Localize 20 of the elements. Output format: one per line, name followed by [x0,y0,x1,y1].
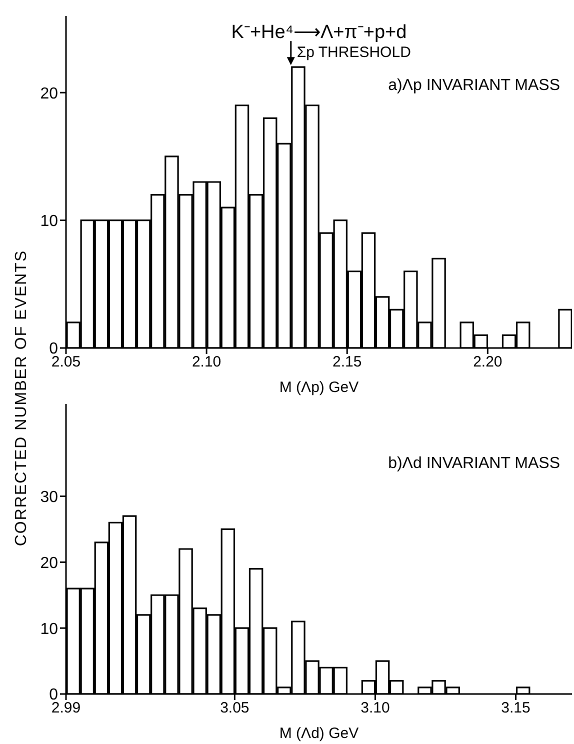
x-tick-label: 2.10 [192,354,222,371]
x-tick-label: 2.20 [473,354,502,371]
y-tick-label: 10 [40,212,58,230]
x-tick-label: 2.05 [51,354,81,371]
x-tick-label: 2.15 [332,354,362,371]
y-axis-title: CORRECTED NUMBER OF EVENTS [13,250,31,546]
x-axis-title: M (Λp) GeV [279,379,359,396]
y-tick-label: 20 [40,85,58,102]
x-tick-label: 3.05 [220,700,250,717]
x-axis-title: M (Λd) GeV [279,725,359,742]
annotation: Σp THRESHOLD [296,44,412,62]
text: a)Λp INVARIANT MASS [388,77,560,94]
x-tick-label: 2.99 [51,700,81,717]
x-tick-label: 3.15 [501,700,530,717]
y-tick-label: 20 [40,554,58,572]
y-tick-label: 10 [40,620,58,638]
x-tick-label: 3.10 [360,700,390,717]
y-tick-label: 30 [40,488,58,506]
text: b)Λd INVARIANT MASS [388,455,560,472]
chart-title: K⁻+He⁴⟶Λ+π⁻+p+d [231,22,407,43]
